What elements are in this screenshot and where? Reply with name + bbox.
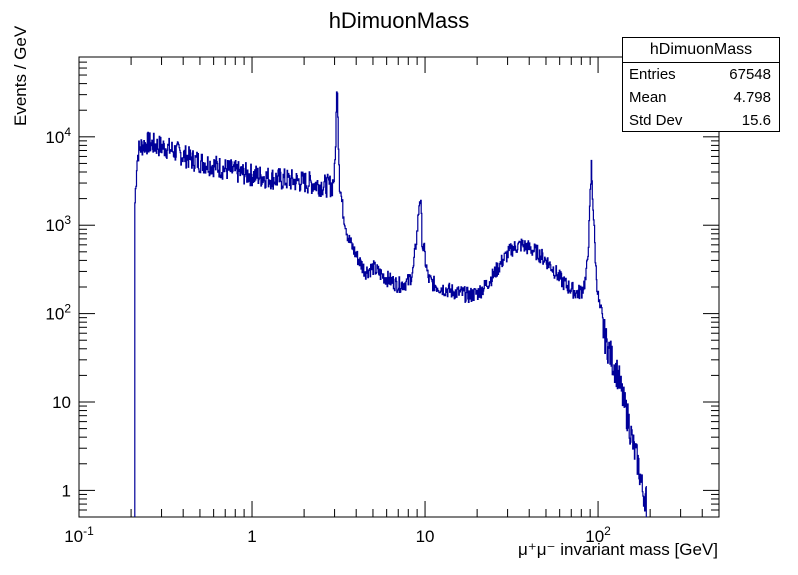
stats-row-mean: Mean 4.798 (623, 86, 779, 109)
stats-value: 15.6 (741, 112, 771, 129)
y-tick-label: 10 (52, 393, 71, 412)
x-axis: 10-1 1 10 102 (64, 57, 720, 546)
y-tick-label: 1 (62, 481, 71, 500)
y-tick-label: 102 (45, 302, 71, 324)
y-tick-label: 104 (45, 125, 71, 147)
chart-title: hDimuonMass (328, 8, 470, 33)
x-tick-label: 10-1 (64, 524, 94, 546)
stats-box-title: hDimuonMass (623, 38, 779, 63)
stats-box: hDimuonMass Entries 67548 Mean 4.798 Std… (622, 37, 780, 132)
y-axis-label: Events / GeV (11, 25, 30, 126)
x-tick-label: 10 (416, 527, 435, 546)
histogram-series-line (134, 91, 647, 517)
stats-row-entries: Entries 67548 (623, 63, 779, 86)
stats-label: Mean (629, 89, 667, 106)
stats-row-stddev: Std Dev 15.6 (623, 109, 779, 132)
stats-label: Std Dev (629, 112, 683, 129)
x-axis-label: μ⁺μ⁻ invariant mass [GeV] (517, 540, 718, 559)
x-tick-label: 1 (247, 527, 256, 546)
stats-value: 4.798 (733, 89, 771, 106)
stats-label: Entries (629, 66, 676, 83)
stats-value: 67548 (729, 66, 771, 83)
y-axis: 1 10 102 103 104 (45, 56, 719, 518)
y-tick-label: 103 (45, 213, 71, 235)
